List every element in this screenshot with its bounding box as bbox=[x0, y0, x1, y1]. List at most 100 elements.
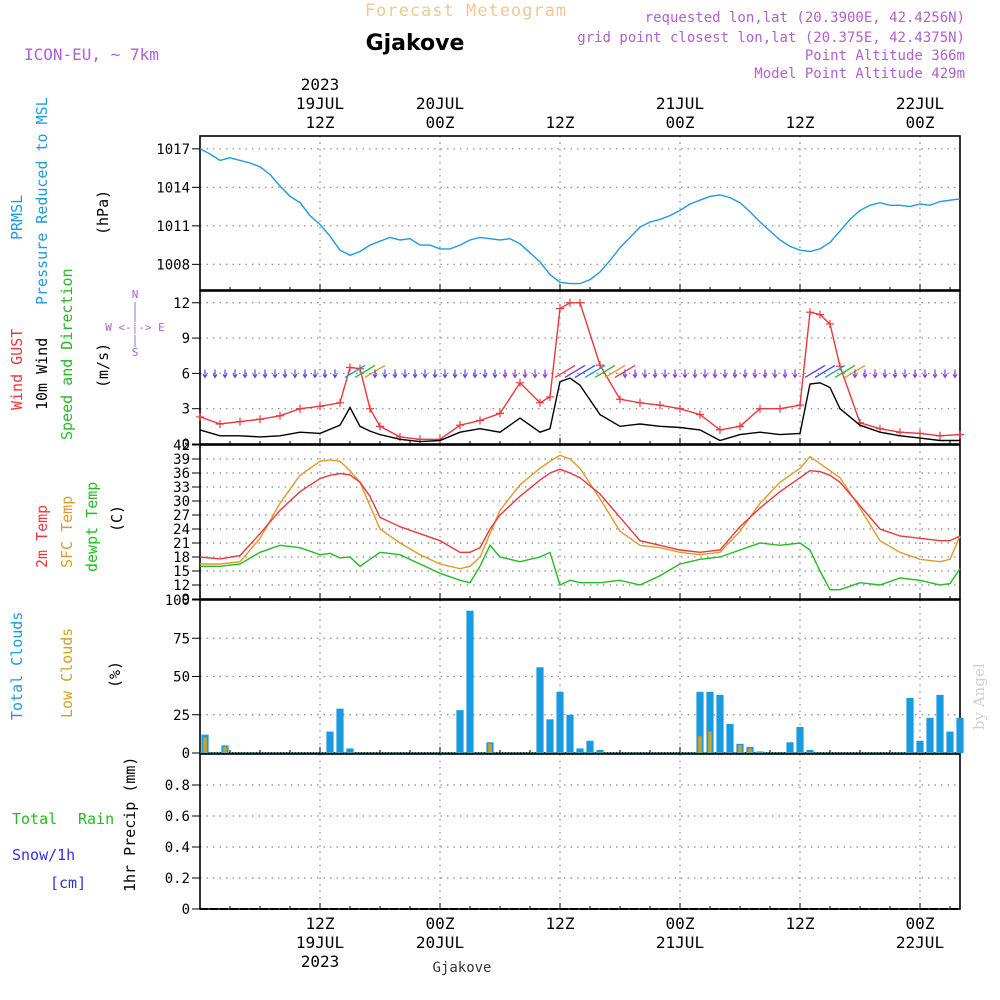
cloud-ytick-label: 100 bbox=[165, 593, 190, 609]
wind-direction-arrow-icon bbox=[772, 369, 778, 379]
wind-ytick-label: 0 bbox=[182, 437, 190, 453]
wind-direction-arrow-icon bbox=[942, 369, 948, 379]
total-cloud-bar bbox=[696, 691, 704, 753]
total-cloud-bar bbox=[906, 697, 914, 753]
wind-direction-arrow-icon bbox=[652, 369, 658, 379]
wind-direction-arrow-icon bbox=[392, 369, 398, 379]
pressure-ytick-label: 1017 bbox=[156, 142, 190, 158]
temp-ytick-label: 15 bbox=[173, 564, 190, 580]
total-cloud-bar bbox=[716, 694, 724, 753]
temp-ytick-label: 33 bbox=[173, 480, 190, 496]
wind-gust-marker bbox=[936, 431, 944, 440]
wind-gust-marker bbox=[806, 308, 814, 317]
plot-area: 1008101110141017036912912151821242730333… bbox=[156, 75, 964, 971]
wind-direction-arrow-icon bbox=[642, 369, 648, 379]
wind-direction-arrow-icon bbox=[322, 369, 328, 379]
pressure-ytick-label: 1011 bbox=[156, 219, 190, 235]
wind-gust-marker bbox=[916, 429, 924, 438]
cloud-label-2: Low Clouds bbox=[58, 628, 76, 718]
wind-direction-arrow-icon bbox=[574, 364, 596, 378]
cloud-ytick-label: 25 bbox=[173, 708, 190, 724]
wind-gust-marker bbox=[566, 298, 574, 307]
bottom-time-label: 20JUL bbox=[416, 933, 464, 952]
temp-ytick-label: 30 bbox=[173, 494, 190, 510]
wind-direction-arrow-icon bbox=[232, 369, 238, 379]
wind-direction-arrow-icon bbox=[344, 364, 366, 378]
wind-direction-arrow-icon bbox=[672, 369, 678, 379]
precip-label-total: Total bbox=[12, 810, 57, 828]
wind-direction-arrow-icon bbox=[532, 369, 538, 379]
wind-direction-arrow-icon bbox=[442, 369, 448, 379]
top-time-label: 12Z bbox=[306, 113, 335, 132]
wind-direction-arrow-icon bbox=[952, 369, 958, 379]
total-cloud-bar bbox=[936, 694, 944, 753]
wind-direction-arrow-icon bbox=[542, 369, 548, 379]
requested-coords: requested lon,lat (20.3900E, 42.4256N) bbox=[645, 10, 965, 26]
wind-direction-arrow-icon bbox=[462, 369, 468, 379]
cloud-unit: (%) bbox=[106, 661, 124, 688]
wind-direction-arrow-icon bbox=[882, 369, 888, 379]
top-time-label: 12Z bbox=[546, 113, 575, 132]
top-time-label: 00Z bbox=[426, 113, 455, 132]
wind-direction-arrow-icon bbox=[732, 369, 738, 379]
wind-gust-marker bbox=[756, 404, 764, 413]
total-cloud-bar bbox=[756, 751, 764, 753]
wind-unit: (m/s) bbox=[94, 343, 112, 388]
wind-gust-marker bbox=[816, 310, 824, 319]
wind-gust-marker bbox=[256, 415, 264, 424]
wind-gust-marker bbox=[696, 410, 704, 419]
wind-direction-arrow-icon bbox=[912, 369, 918, 379]
wind-direction-arrow-icon bbox=[792, 369, 798, 379]
wind-direction-arrow-icon bbox=[804, 364, 826, 378]
temp-ytick-label: 21 bbox=[173, 536, 190, 552]
precip-ytick-label: 0 bbox=[182, 902, 190, 918]
wind-gust-marker bbox=[336, 398, 344, 407]
compass-we: W <-|-> E bbox=[105, 321, 165, 334]
wind-direction-arrow-icon bbox=[292, 369, 298, 379]
temp-ytick-label: 36 bbox=[173, 466, 190, 482]
top-time-label: 2023 bbox=[301, 75, 340, 94]
wind-label-3: Speed and Direction bbox=[58, 268, 76, 440]
wind-direction-arrow-icon bbox=[242, 369, 248, 379]
precip-label-cm: [cm] bbox=[50, 874, 86, 892]
wind-gust-marker bbox=[216, 419, 224, 428]
wind-gust-marker bbox=[716, 425, 724, 434]
pressure-label-1: PRMSL bbox=[8, 195, 26, 240]
wind-direction-arrow-icon bbox=[762, 369, 768, 379]
wind-direction-arrow-icon bbox=[682, 369, 688, 379]
wind-direction-arrow-icon bbox=[522, 369, 528, 379]
wind-direction-arrow-icon bbox=[814, 364, 836, 378]
bottom-time-label: 2023 bbox=[301, 952, 340, 971]
wind-direction-arrow-icon bbox=[312, 369, 318, 379]
dewpt-line bbox=[200, 542, 961, 591]
wind-gust-marker bbox=[476, 416, 484, 425]
bottom-time-label: 19JUL bbox=[296, 933, 344, 952]
wind-direction-arrow-icon bbox=[422, 369, 428, 379]
pressure-ytick-label: 1014 bbox=[156, 180, 190, 196]
pressure-line bbox=[199, 148, 961, 285]
wind-direction-arrow-icon bbox=[222, 369, 228, 379]
total-cloud-bar bbox=[726, 723, 734, 753]
wind-direction-arrow-icon bbox=[662, 369, 668, 379]
wind-direction-arrow-icon bbox=[302, 369, 308, 379]
wind-label-2: 10m Wind bbox=[33, 338, 51, 410]
temp-ytick-label: 18 bbox=[173, 550, 190, 566]
total-cloud-bar bbox=[466, 610, 474, 753]
wind-direction-arrow-icon bbox=[554, 364, 576, 378]
wind-ytick-label: 9 bbox=[182, 331, 190, 347]
watermark: by Angel bbox=[970, 663, 988, 730]
temp-label-1: 2m Temp bbox=[33, 505, 51, 568]
low-cloud-bar bbox=[708, 731, 712, 753]
wind-direction-arrow-icon bbox=[824, 364, 846, 378]
bottom-time-label: 00Z bbox=[426, 914, 455, 933]
wind-gust-marker bbox=[346, 363, 354, 372]
wind-direction-arrow-icon bbox=[372, 369, 378, 379]
wind-direction-arrow-icon bbox=[354, 364, 376, 378]
total-cloud-bar bbox=[916, 740, 924, 753]
wind-direction-arrow-icon bbox=[594, 364, 616, 378]
wind-gust-marker bbox=[776, 404, 784, 413]
pressure-label-2: Pressure Reduced to MSL bbox=[33, 97, 51, 305]
low-cloud-bar bbox=[698, 736, 702, 753]
wind-frame bbox=[199, 290, 961, 445]
